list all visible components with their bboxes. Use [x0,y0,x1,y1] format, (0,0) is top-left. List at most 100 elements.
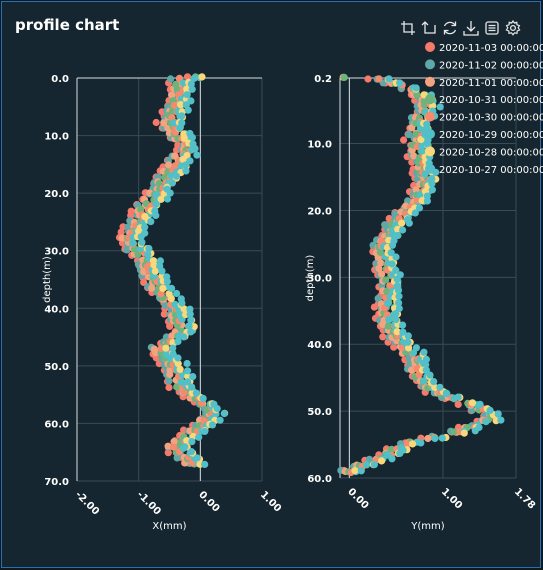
data-point[interactable] [375,264,383,273]
data-point[interactable] [395,292,403,300]
data-point[interactable] [180,134,188,142]
data-point[interactable] [393,275,401,283]
data-point[interactable] [216,416,224,424]
data-point[interactable] [340,73,348,81]
zoom-icon[interactable] [400,20,416,36]
data-point[interactable] [177,95,186,103]
data-point[interactable] [494,410,502,418]
zoom-reset-icon[interactable] [421,20,437,36]
data-point[interactable] [195,433,203,441]
data-point[interactable] [413,365,421,373]
data-point[interactable] [379,333,387,341]
legend-item[interactable]: 2020-10-27 00:00:00 [425,163,543,176]
data-point[interactable] [377,259,385,267]
data-point[interactable] [174,360,182,368]
data-point[interactable] [385,236,393,244]
data-point[interactable] [167,295,175,303]
data-point[interactable] [187,316,195,324]
data-point[interactable] [152,349,160,357]
data-point[interactable] [179,79,187,87]
data-point[interactable] [170,101,179,109]
data-point[interactable] [184,367,192,375]
data-point[interactable] [179,155,187,164]
data-point[interactable] [454,400,462,408]
data-point[interactable] [420,377,428,385]
data-point[interactable] [482,418,490,426]
data-point[interactable] [177,101,185,109]
data-point[interactable] [399,321,407,329]
data-point[interactable] [385,316,393,324]
data-point[interactable] [400,136,408,144]
data-point[interactable] [436,103,444,111]
data-point[interactable] [417,125,425,133]
data-point[interactable] [182,167,190,175]
data-point[interactable] [188,85,196,93]
data-point[interactable] [396,79,404,87]
data-point[interactable] [419,359,428,367]
data-point[interactable] [177,378,186,386]
data-point[interactable] [370,461,378,469]
data-point[interactable] [392,266,400,274]
data-point[interactable] [415,204,424,212]
data-point[interactable] [168,179,176,187]
data-point[interactable] [174,354,182,362]
data-point[interactable] [145,244,153,253]
data-point[interactable] [187,448,195,456]
data-point[interactable] [486,406,494,414]
data-point[interactable] [388,455,396,463]
data-point[interactable] [158,267,166,275]
data-point[interactable] [399,328,407,336]
data-point[interactable] [184,106,192,114]
data-point[interactable] [168,332,176,340]
data-point[interactable] [418,142,426,150]
data-point[interactable] [178,299,186,307]
data-point[interactable] [173,454,181,462]
data-point[interactable] [384,299,392,308]
data-point[interactable] [399,226,407,234]
data-point[interactable] [180,333,188,341]
data-point[interactable] [390,343,398,351]
data-point[interactable] [165,383,173,392]
data-point[interactable] [384,322,393,330]
data-point[interactable] [176,124,184,132]
data-point[interactable] [192,389,200,397]
data-point[interactable] [398,219,406,227]
data-point[interactable] [385,75,393,83]
data-point[interactable] [181,443,189,451]
data-point[interactable] [141,223,149,231]
data-point[interactable] [183,73,192,81]
data-point[interactable] [164,449,172,457]
data-point[interactable] [376,248,384,256]
data-point[interactable] [166,370,174,379]
data-point[interactable] [392,316,400,324]
data-point[interactable] [409,440,417,448]
data-point[interactable] [166,189,174,197]
data-point[interactable] [164,442,172,450]
data-point[interactable] [168,284,176,292]
data-point[interactable] [193,454,201,462]
data-point[interactable] [167,75,175,83]
data-point[interactable] [357,467,365,475]
data-point[interactable] [134,250,142,258]
data-point[interactable] [166,322,174,330]
data-point[interactable] [454,393,462,401]
data-point[interactable] [394,286,403,294]
data-point[interactable] [191,144,199,153]
data-point[interactable] [412,84,420,92]
data-point[interactable] [135,227,143,235]
data-point[interactable] [152,118,160,127]
legend-item[interactable]: 2020-10-31 00:00:00 [425,94,543,106]
data-point[interactable] [419,147,427,156]
data-point[interactable] [408,366,416,374]
data-point[interactable] [351,467,359,475]
data-point[interactable] [468,399,477,407]
data-point[interactable] [428,186,436,194]
data-point[interactable] [118,234,126,242]
data-point[interactable] [213,405,221,413]
legend-item[interactable]: 2020-11-02 00:00:00 [425,59,543,71]
data-point[interactable] [151,267,159,275]
data-point[interactable] [387,249,395,257]
data-point[interactable] [404,338,412,346]
data-point[interactable] [428,175,436,183]
data-point[interactable] [170,119,178,127]
